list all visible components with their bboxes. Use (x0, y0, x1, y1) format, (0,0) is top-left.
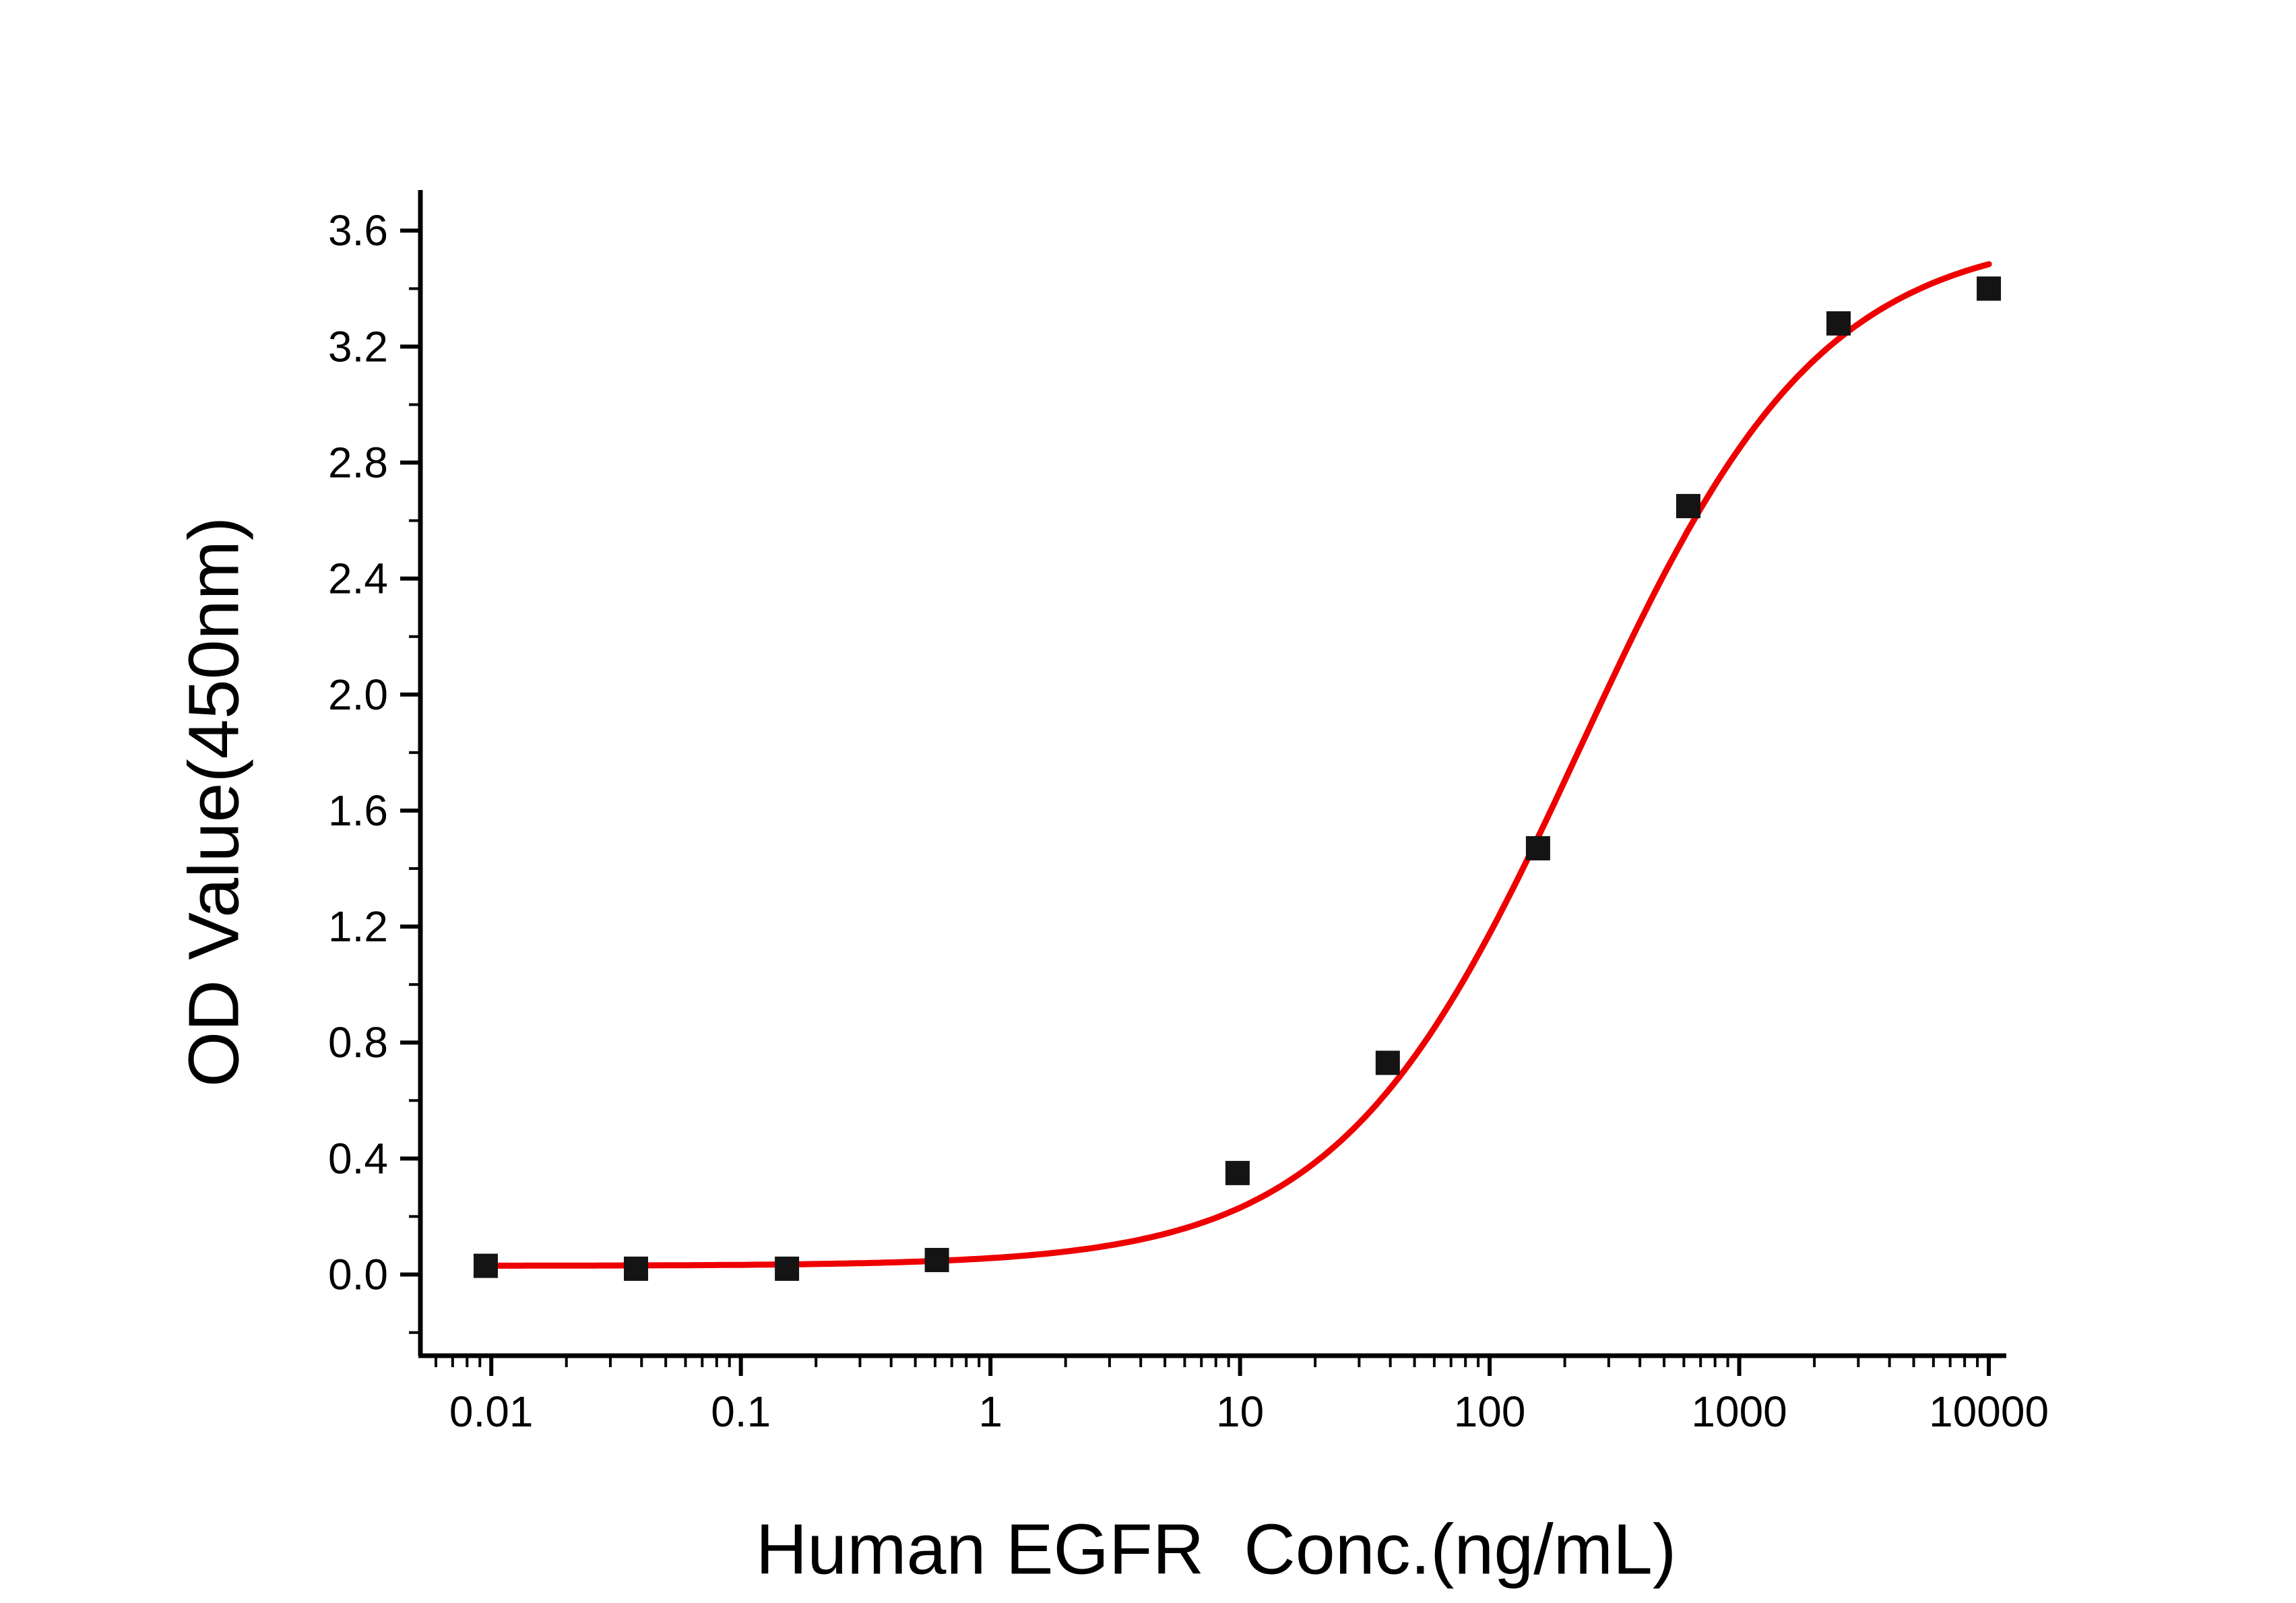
y-tick-label: 0.8 (328, 1018, 388, 1067)
y-tick-label: 3.6 (328, 206, 388, 255)
data-point (1676, 494, 1700, 519)
y-tick-label: 2.0 (328, 670, 388, 719)
data-point (1375, 1050, 1400, 1075)
y-tick-label: 3.2 (328, 322, 388, 371)
x-axis-title: Human EGFR Conc.(ng/mL) (755, 1509, 1677, 1590)
data-point (775, 1256, 800, 1281)
x-tick-label: 1000 (1691, 1387, 1787, 1436)
data-point (1826, 311, 1851, 336)
fit-curve (482, 261, 1992, 1269)
x-tick-label: 0.01 (449, 1387, 534, 1436)
data-point (473, 1253, 498, 1278)
y-tick-label: 1.2 (328, 902, 388, 951)
x-tick-label: 10000 (1929, 1387, 2049, 1436)
x-tick-label: 10 (1216, 1387, 1264, 1436)
y-tick-label: 2.8 (328, 439, 388, 487)
data-point (924, 1247, 949, 1272)
data-point (1525, 836, 1550, 860)
y-tick-label: 0.0 (328, 1251, 388, 1299)
y-axis-title: OD Value(450nm) (174, 516, 254, 1088)
x-tick-label: 1 (978, 1387, 1002, 1436)
data-point (624, 1256, 649, 1281)
data-point (1225, 1160, 1250, 1185)
x-tick-label: 100 (1454, 1387, 1526, 1436)
y-tick-label: 1.6 (328, 786, 388, 835)
y-tick-label: 0.4 (328, 1134, 388, 1183)
data-point (1977, 276, 2002, 301)
x-tick-label: 0.1 (711, 1387, 771, 1436)
y-tick-label: 2.4 (328, 555, 388, 603)
